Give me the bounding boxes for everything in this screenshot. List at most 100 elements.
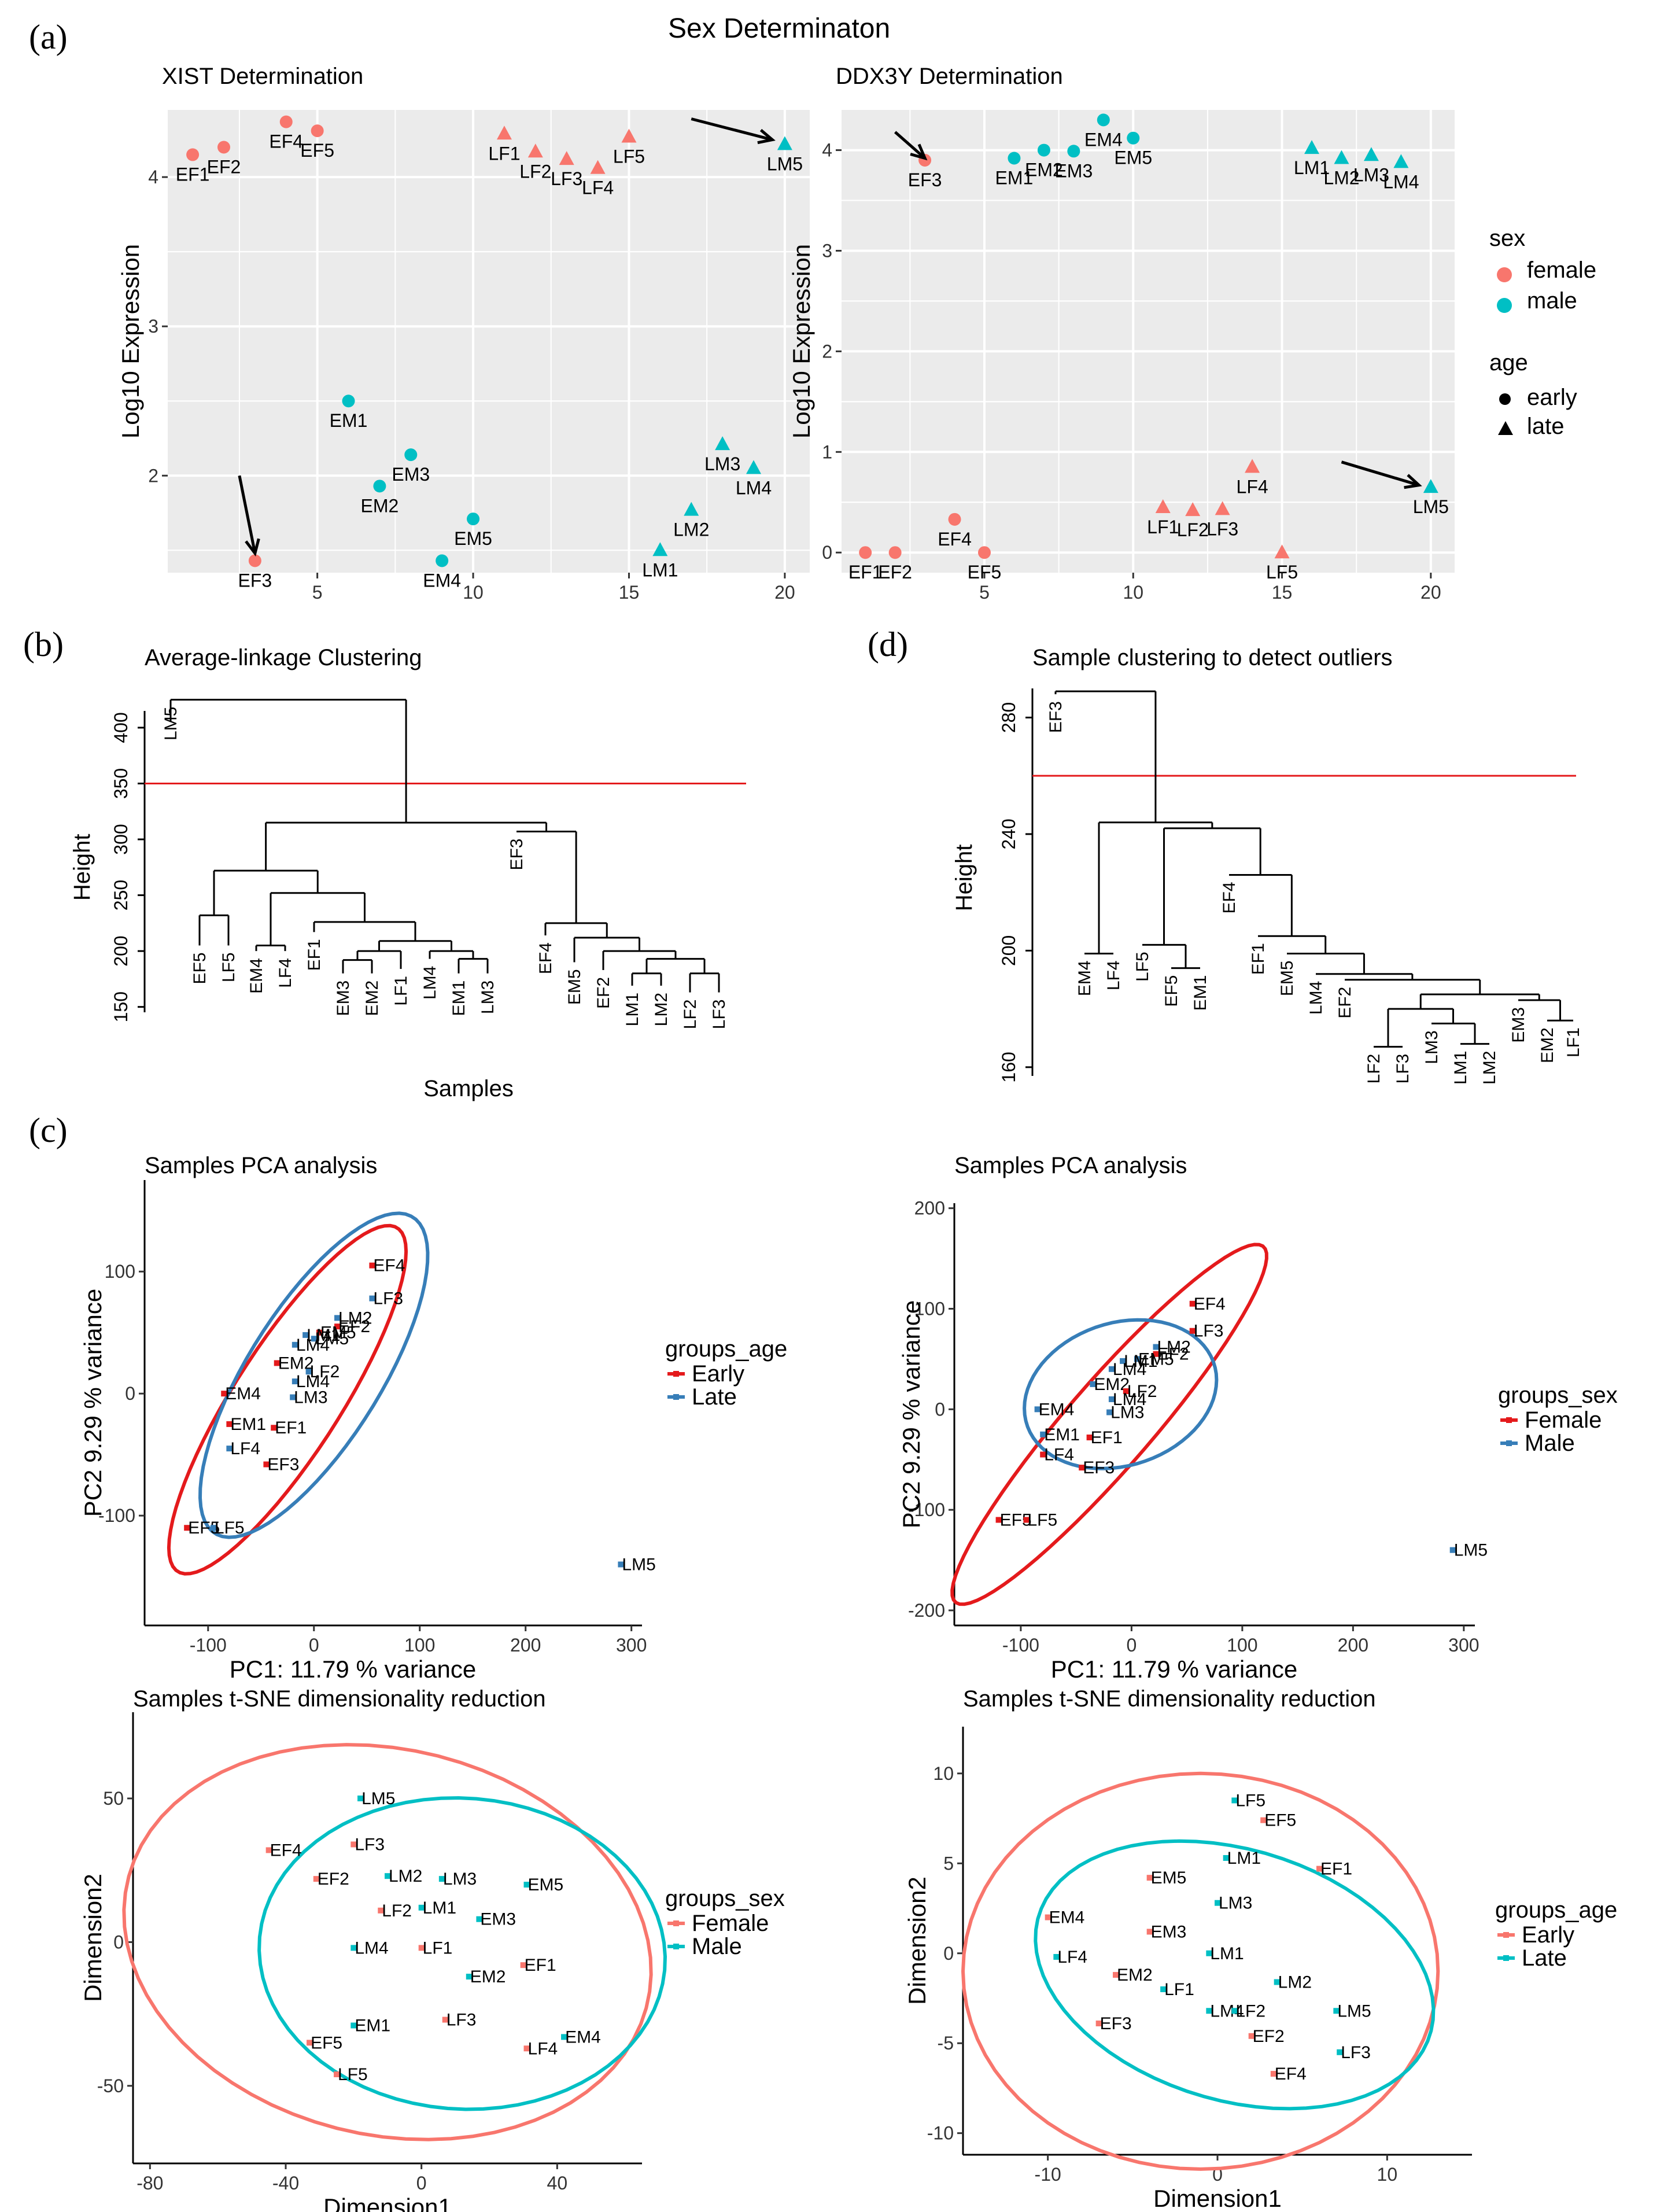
pca_age-point-label: EM1	[230, 1415, 266, 1434]
tsne_sex-point-label: LF5	[338, 2065, 368, 2084]
legend-age-title: age	[1489, 350, 1528, 375]
ddx3y-point-label: EF4	[938, 529, 972, 550]
pca_sex-y-tick-label: -200	[908, 1600, 945, 1621]
dend1-leaf-label: LM3	[478, 980, 497, 1014]
tsne_age-point-label: LM5	[1337, 2001, 1371, 2021]
xist-point	[342, 395, 355, 408]
pca_sex-point	[1090, 1381, 1096, 1387]
pca_sex-legend-dot	[1506, 1440, 1512, 1446]
ddx3y-point-label: EM2	[1025, 160, 1063, 180]
xist-point-label: EF4	[269, 131, 303, 152]
ddx3y-point-label: EM3	[1054, 160, 1093, 181]
pca_age-point-label: LM5	[315, 1329, 349, 1348]
xist-point-label: LM2	[673, 519, 709, 540]
pca_age-x-label: PC1: 11.79 % variance	[230, 1656, 476, 1683]
pca_age-point	[226, 1421, 233, 1427]
dend2-y-tick-label: 200	[998, 935, 1019, 966]
tsne_age-point	[1215, 1900, 1220, 1906]
ddx3y-point-label: LM5	[1413, 496, 1449, 517]
pca_age-legend-dot	[673, 1371, 679, 1377]
pca_age-y-label: PC2 9.29 % variance	[79, 1289, 106, 1517]
xist-point	[715, 436, 730, 451]
dend1-leaf-label: LF1	[392, 976, 411, 1006]
tsne_sex-x-tick-label: 40	[547, 2173, 568, 2193]
tsne_sex-point	[418, 1945, 425, 1951]
dend1-leaf-label: EF4	[536, 942, 555, 974]
xist-point-label: EF1	[176, 164, 210, 185]
tsne_sex-point	[350, 1841, 357, 1848]
tsne_age-point-label: EM5	[1151, 1868, 1187, 1887]
tsne_sex-point	[357, 1796, 364, 1802]
tsne_sex-point	[265, 1847, 272, 1853]
pca_age-y-tick-label: -100	[98, 1505, 135, 1526]
pca_age-point-label: EM4	[225, 1384, 261, 1403]
dend2-leaf-label: EM1	[1191, 975, 1210, 1011]
dend1-leaf-label: LM1	[623, 993, 642, 1026]
tsne_age-y-tick-label: 5	[943, 1853, 954, 1874]
tsne_age-y-label: Dimension2	[903, 1876, 931, 2005]
ddx3y-point-label: LM4	[1383, 171, 1419, 192]
tsne_sex-y-tick-label: 0	[113, 1931, 124, 1952]
pca_sex-x-tick-label: 100	[1227, 1635, 1257, 1656]
pca_age-point	[311, 1336, 317, 1342]
tsne_age-point	[1160, 1986, 1167, 1992]
tsne_age-point	[1260, 1817, 1267, 1823]
xist-point-label: EF5	[300, 140, 334, 161]
xist-point	[496, 126, 512, 140]
tsne_sex-point-label: EM3	[480, 1910, 516, 1929]
xist-point	[746, 460, 762, 474]
tsne_age-point	[1274, 1979, 1280, 1985]
tsne_age-point-label: EF2	[1253, 2027, 1285, 2046]
xist-point	[373, 480, 386, 493]
pca_age-point-label: LM1	[307, 1326, 340, 1345]
dend1-leaf-label: EM3	[334, 980, 353, 1016]
xist-arrow-head	[757, 128, 776, 145]
tsne_sex-point	[561, 2034, 567, 2040]
legend-male-label: male	[1527, 288, 1577, 314]
tsne_sex-point-label: EF2	[318, 1870, 349, 1889]
ddx3y-point	[1127, 131, 1140, 145]
tsne_sex-point-label: EM1	[355, 2016, 390, 2036]
xist-point	[436, 554, 449, 567]
tsne_sex-title: Samples t-SNE dimensionality reduction	[133, 1686, 546, 1712]
pca_age-point	[221, 1391, 227, 1397]
tsne_sex-point	[523, 2045, 530, 2052]
tsne_sex-point	[520, 1962, 526, 1968]
pca_age-legend-dot	[673, 1394, 679, 1400]
dend2-leaf-label: EM5	[1278, 960, 1297, 996]
tsne_age-point	[1337, 2049, 1343, 2055]
xist-panel-bg	[168, 110, 810, 573]
tsne_age-legend-dot	[1503, 1955, 1509, 1961]
pca_sex-point-label: LM4	[1113, 1390, 1146, 1409]
pca_age-point-label: LM4	[296, 1336, 330, 1355]
pca_sex-point	[1189, 1328, 1196, 1334]
ddx3y-point-label: EF3	[908, 169, 942, 190]
tsne_sex-point-label: LM1	[423, 1898, 456, 1918]
xist-arrow-head	[245, 538, 260, 557]
xist-point-label: LM5	[767, 153, 803, 174]
tsne_sex-legend-title: groups_sex	[665, 1886, 785, 1911]
dend1-y-tick-label: 150	[110, 991, 131, 1022]
xist-y-label: Log10 Expression	[117, 244, 144, 438]
tsne_age-point	[1113, 1972, 1119, 1978]
pca_sex-point-label: LF5	[1027, 1511, 1057, 1530]
tsne_age-point	[1206, 2008, 1212, 2014]
dend2-leaf-label: EM3	[1509, 1007, 1528, 1043]
panel-label-a: (a)	[29, 18, 68, 56]
tsne_sex-point-label: LM5	[361, 1789, 395, 1808]
pca_sex-point-label: EM5	[1138, 1350, 1174, 1369]
pca_sex-point-label: LM2	[1157, 1338, 1191, 1357]
tsne_age-point-label: LM2	[1278, 1973, 1312, 1992]
tsne_age-ellipse-early	[961, 1771, 1440, 2171]
xist-y-tick-label: 3	[148, 316, 158, 337]
pca_age-point-label: EF3	[267, 1455, 299, 1474]
ddx3y-point	[1393, 154, 1409, 168]
pca_age-point	[290, 1394, 296, 1400]
tsne_sex-point-label: EM4	[565, 2027, 601, 2047]
tsne_age-x-tick-label: 10	[1377, 2164, 1398, 2185]
pca_sex-x-tick-label: 300	[1448, 1635, 1479, 1656]
ddx3y-point	[1008, 152, 1021, 165]
pca_sex-point	[1040, 1431, 1046, 1437]
dend1-title: Average-linkage Clustering	[145, 645, 422, 670]
